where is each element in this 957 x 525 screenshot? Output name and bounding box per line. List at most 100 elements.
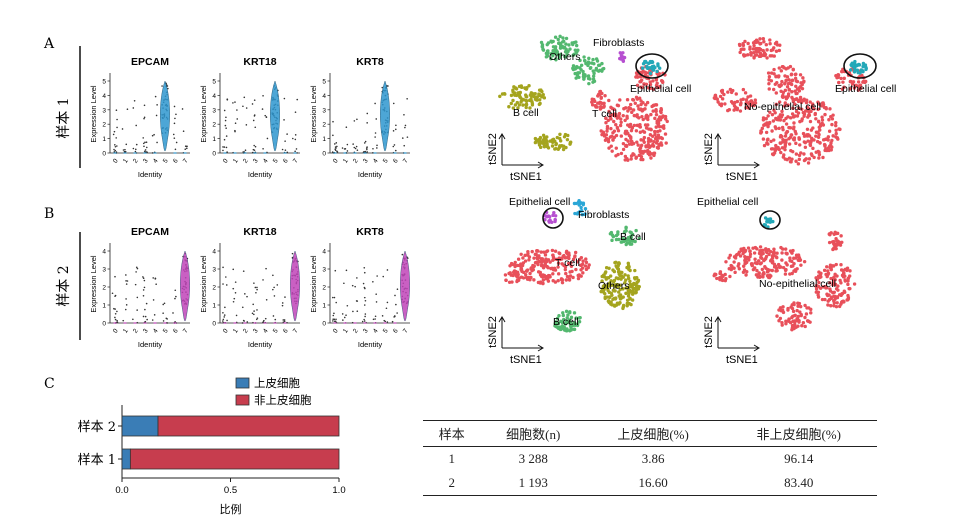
cell-point	[834, 242, 839, 246]
cell-point	[772, 46, 776, 50]
data-point	[351, 284, 354, 287]
data-point	[234, 101, 236, 103]
cell-point	[822, 268, 827, 273]
cell-point	[558, 132, 562, 137]
cell-point	[830, 117, 835, 121]
data-point	[126, 280, 129, 282]
cell-point	[788, 256, 792, 260]
cell-point	[655, 129, 660, 134]
data-point	[261, 108, 264, 110]
x-tick-label: 2	[242, 327, 250, 334]
cell-point	[779, 265, 783, 269]
x-tick-label: 7	[182, 327, 190, 334]
data-point	[235, 314, 238, 317]
cell-point	[555, 257, 559, 262]
cell-point	[554, 58, 558, 62]
cell-point	[816, 295, 821, 299]
cell-point	[578, 257, 582, 262]
cell-point	[758, 245, 763, 249]
tsne-y-label: tSNE2	[487, 133, 499, 165]
cell-point	[782, 118, 786, 123]
cell-point	[790, 79, 794, 83]
cell-point	[553, 139, 557, 143]
cell-point	[727, 256, 731, 260]
cell-point	[788, 116, 793, 120]
cell-point	[655, 69, 659, 74]
data-point	[234, 292, 237, 294]
cell-point	[715, 276, 719, 281]
cell-point	[772, 72, 776, 76]
cell-point	[603, 291, 607, 296]
cell-point	[858, 74, 862, 79]
legend-swatch	[235, 377, 250, 389]
data-point	[332, 120, 334, 123]
cell-point	[631, 108, 636, 112]
cell-point	[759, 261, 764, 265]
data-point	[363, 320, 366, 322]
cell-point	[608, 135, 613, 139]
cell-point	[598, 104, 603, 109]
cell-point	[796, 162, 801, 166]
cell-point	[601, 284, 606, 288]
cell-point	[591, 57, 595, 62]
cell-point	[606, 299, 611, 304]
data-point	[243, 96, 246, 99]
cell-point	[764, 42, 769, 47]
cell-point	[651, 87, 655, 91]
cell-point	[657, 66, 662, 70]
cell-point	[754, 261, 759, 265]
cell-point	[856, 80, 861, 84]
cell-point	[579, 63, 584, 67]
cell-point	[853, 68, 857, 73]
data-point	[336, 151, 339, 153]
cell-point	[614, 123, 618, 127]
cell-point	[780, 109, 784, 114]
cell-point	[823, 148, 827, 153]
cell-point	[772, 87, 776, 92]
cell-point	[541, 133, 546, 138]
cell-point	[787, 137, 791, 141]
cell-point	[555, 316, 560, 321]
cell-point	[645, 149, 649, 153]
table-cell: 16.60	[638, 475, 668, 490]
cell-point	[624, 144, 629, 149]
y-tick-label: 2	[322, 122, 326, 129]
cell-point	[587, 56, 591, 61]
cell-point	[791, 149, 795, 154]
cell-point	[611, 131, 615, 135]
cell-point	[788, 259, 792, 263]
cell-point	[650, 59, 654, 64]
cell-point	[774, 116, 778, 121]
cell-point	[763, 223, 768, 227]
cell-point	[784, 140, 788, 145]
violin-shape	[400, 250, 410, 322]
x-tick-label: 2	[242, 157, 250, 164]
data-point	[272, 288, 274, 291]
cell-point	[626, 131, 630, 136]
cell-point	[786, 82, 791, 86]
data-point	[376, 275, 378, 277]
cell-point	[738, 254, 743, 258]
cell-point	[837, 80, 841, 85]
cell-point	[785, 75, 790, 79]
cell-point	[614, 276, 619, 280]
cell-point	[841, 268, 845, 273]
cell-point	[511, 98, 515, 103]
cell-point	[527, 84, 531, 88]
cell-point	[793, 76, 798, 81]
cell-point	[775, 251, 779, 255]
data-point	[262, 321, 264, 324]
cluster-label: B cell	[553, 316, 579, 328]
data-point	[385, 307, 388, 310]
cell-point	[513, 103, 518, 107]
data-point	[156, 141, 158, 144]
data-point	[404, 126, 406, 129]
cell-point	[576, 211, 580, 215]
cell-point	[525, 268, 530, 272]
data-point	[134, 148, 137, 151]
cell-point	[834, 131, 838, 136]
cell-point	[629, 157, 633, 161]
y-tick-label: 1	[102, 303, 106, 310]
cell-point	[538, 98, 542, 102]
data-point	[281, 302, 284, 304]
